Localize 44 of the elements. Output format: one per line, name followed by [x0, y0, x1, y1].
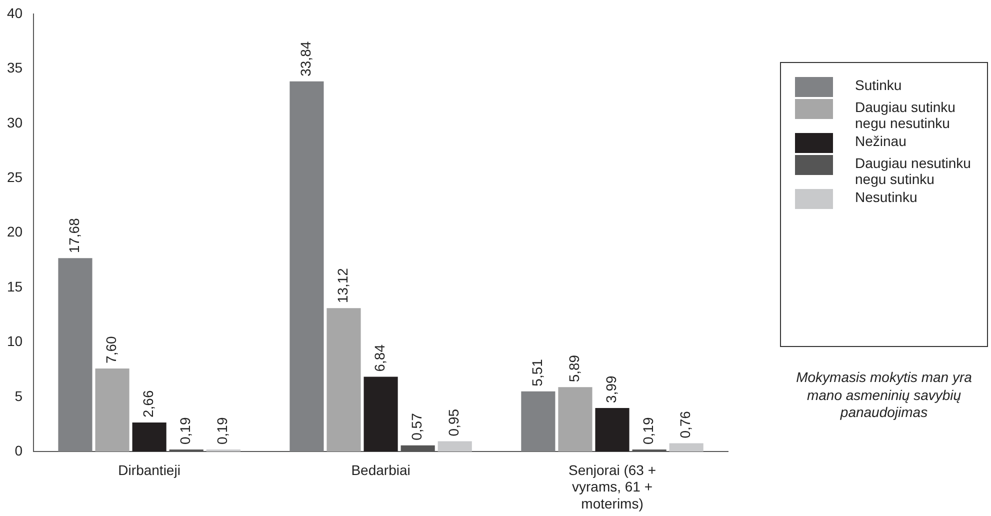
bar — [132, 422, 166, 452]
data-label: 7,60 — [103, 336, 120, 364]
y-tick-label: 15 — [6, 278, 23, 294]
y-tick-label: 25 — [6, 168, 23, 185]
data-label: 0,57 — [408, 412, 425, 440]
x-tick-label: Senjorai (63 + vyrams, 61 + moterims) — [568, 462, 656, 512]
data-label: 33,84 — [298, 41, 314, 76]
bar — [290, 81, 324, 452]
bar — [669, 443, 704, 452]
bar — [558, 387, 592, 452]
legend-label: Daugiau nesutinku negu sutinku — [855, 155, 972, 187]
data-label: 0,19 — [640, 417, 656, 445]
y-tick-label: 40 — [6, 4, 23, 21]
bar — [58, 258, 92, 452]
bar — [326, 308, 361, 452]
y-tick-label: 0 — [14, 442, 23, 458]
y-tick-label: 20 — [6, 224, 23, 240]
data-label: 3,99 — [603, 375, 620, 403]
legend-label: Sutinku — [855, 77, 902, 93]
legend-label: Nesutinku — [855, 189, 918, 205]
data-label: 13,12 — [334, 268, 351, 304]
data-label: 5,51 — [529, 358, 546, 386]
data-label: 0,19 — [177, 417, 194, 445]
data-label: 0,76 — [677, 410, 694, 438]
text: Mokymasis mokytis man yra mano asmeninių savybių panaudojimas — [795, 369, 973, 422]
bar — [521, 391, 556, 452]
bar — [95, 368, 130, 452]
x-tick-label: Dirbantieji — [118, 462, 180, 478]
x-tick-label: Bedarbiai — [351, 462, 410, 478]
bar — [595, 408, 630, 452]
bar — [364, 376, 398, 452]
data-label: 2,66 — [140, 390, 156, 418]
y-tick-label: 30 — [6, 114, 23, 130]
bar — [438, 441, 472, 452]
legend-label: Nežinau — [855, 133, 906, 149]
data-label: 6,84 — [372, 344, 388, 372]
y-tick-label: 5 — [14, 388, 23, 404]
data-label: 0,95 — [446, 408, 462, 436]
legend-label: Daugiau sutinku negu nesutinku — [855, 99, 956, 131]
data-label: 0,19 — [214, 417, 230, 445]
data-label: 17,68 — [66, 218, 82, 254]
y-tick-label: 10 — [6, 333, 23, 350]
data-label: 5,89 — [566, 354, 582, 382]
y-tick-label: 35 — [6, 60, 23, 76]
